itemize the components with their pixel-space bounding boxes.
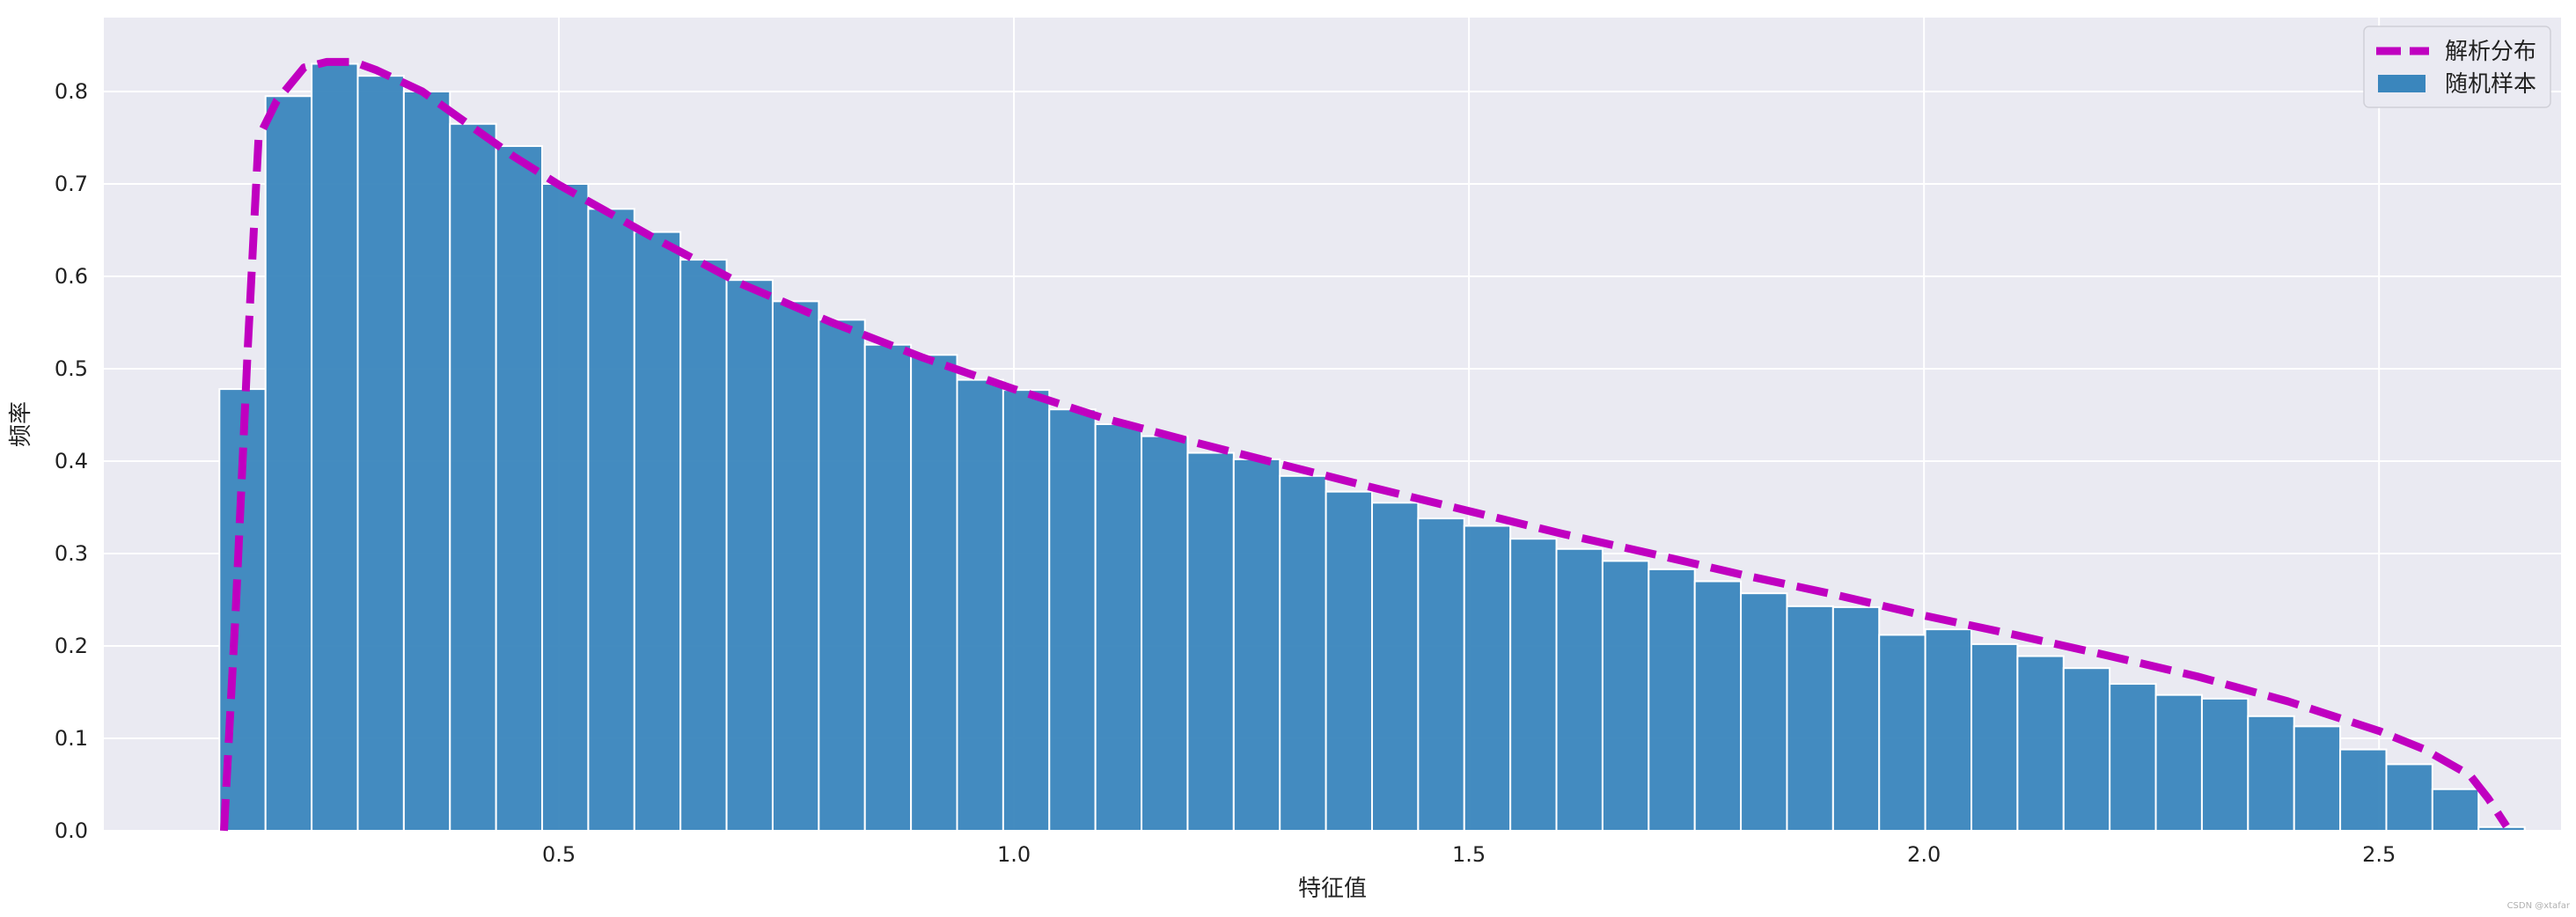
histogram-bar-15: [910, 354, 958, 832]
legend-swatch-histogram: [2378, 75, 2426, 92]
legend-label-histogram: 随机样本: [2445, 71, 2536, 98]
histogram-bar-2: [311, 62, 359, 832]
histogram-bar-19: [1094, 423, 1143, 832]
histogram-bar-44: [2247, 715, 2295, 832]
y-axis-label: 频率: [8, 401, 34, 447]
histogram-bar-39: [2016, 655, 2065, 832]
y-tick-label-2: 0.2: [55, 634, 88, 658]
histogram-bar-5: [449, 122, 497, 832]
x-tick-label-4: 2.5: [2362, 842, 2396, 867]
histogram-bar-27: [1463, 525, 1512, 832]
y-tick-label-5: 0.5: [55, 356, 88, 381]
x-tick-label-0: 0.5: [542, 842, 576, 867]
y-tick-label-0: 0.0: [55, 818, 88, 843]
histogram-bar-24: [1325, 490, 1373, 833]
histogram-bar-30: [1601, 560, 1650, 833]
histogram-bars: [218, 62, 2526, 833]
histogram-bar-40: [2062, 667, 2111, 833]
histogram-bar-22: [1232, 458, 1281, 833]
y-tick-label-4: 0.4: [55, 449, 88, 473]
histogram-bar-7: [541, 183, 590, 832]
histogram-bar-31: [1648, 568, 1696, 832]
x-tick-label-3: 2.0: [1907, 842, 1941, 867]
y-tick-label-1: 0.1: [55, 726, 88, 751]
histogram-bar-11: [725, 279, 774, 832]
histogram-bar-23: [1279, 474, 1327, 832]
x-tick-label-1: 1.0: [997, 842, 1031, 867]
x-tick-label-2: 1.5: [1452, 842, 1486, 867]
histogram-bar-34: [1786, 605, 1834, 832]
histogram-bar-13: [818, 319, 866, 833]
x-axis-ticks: 0.5 1.0 1.5 2.0 2.5: [542, 842, 2396, 867]
histogram-bar-46: [2339, 748, 2388, 832]
histogram-bar-32: [1693, 580, 1743, 832]
histogram-bar-45: [2293, 725, 2342, 832]
legend: 解析分布 随机样本: [2363, 26, 2551, 108]
histogram-bar-8: [587, 208, 635, 833]
histogram-bar-17: [1002, 389, 1051, 832]
histogram-bar-25: [1370, 502, 1420, 832]
histogram-bar-18: [1048, 408, 1097, 832]
histogram-bar-37: [1924, 628, 1973, 832]
y-tick-label-3: 0.3: [55, 541, 88, 566]
histogram-bar-48: [2431, 788, 2480, 832]
histogram-bar-20: [1141, 435, 1189, 832]
histogram-bar-29: [1555, 547, 1604, 832]
y-tick-label-6: 0.6: [55, 264, 88, 289]
histogram-bar-1: [264, 95, 313, 832]
histogram-bar-35: [1831, 605, 1881, 833]
histogram-bar-3: [356, 75, 405, 832]
watermark-text: CSDN @xtafar: [2507, 901, 2571, 911]
histogram-bar-41: [2109, 683, 2157, 832]
histogram-bar-6: [495, 144, 544, 832]
analytic-distribution-line: [220, 57, 2510, 832]
histogram-bar-49: [2477, 825, 2526, 832]
histogram-bar-38: [1971, 642, 2019, 833]
y-tick-label-8: 0.8: [55, 79, 88, 104]
histogram-bar-12: [771, 300, 820, 833]
histogram-bar-21: [1186, 451, 1235, 832]
histogram-bar-10: [679, 259, 728, 833]
histogram-bar-28: [1509, 538, 1558, 832]
y-tick-label-7: 0.7: [55, 172, 88, 196]
histogram-bar-14: [863, 343, 913, 832]
histogram-bar-26: [1417, 517, 1465, 832]
histogram-bar-47: [2385, 763, 2433, 833]
histogram-bar-33: [1740, 592, 1788, 833]
y-axis-ticks: 0.0 0.1 0.2 0.3 0.4 0.5 0.6 0.7 0.8: [55, 79, 88, 843]
histogram-bar-43: [2200, 697, 2249, 832]
histogram-bar-16: [956, 378, 1004, 833]
histogram-bar-9: [633, 231, 682, 833]
histogram-bar-42: [2154, 693, 2203, 833]
histogram-bar-36: [1878, 634, 1926, 833]
histogram-bar-4: [402, 91, 451, 832]
x-axis-label: 特征值: [1298, 876, 1367, 902]
legend-label-analytic: 解析分布: [2445, 39, 2536, 65]
